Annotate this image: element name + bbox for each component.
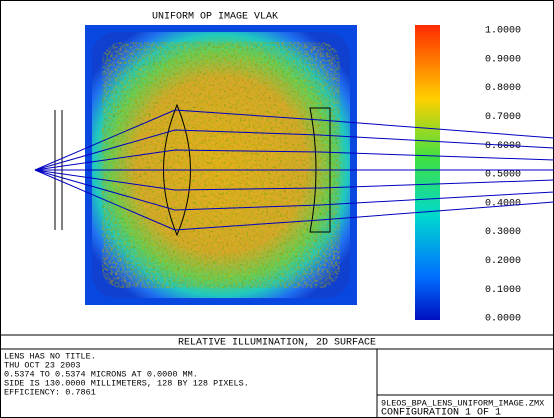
colorbar-label: 0.4000 (485, 198, 521, 209)
colorbar-label: 0.1000 (485, 285, 521, 296)
colorbar-label: 1.0000 (485, 26, 521, 37)
screenshot: UNIFORM OP IMAGE VLAK 1.0000 0.9000 0.8000… (0, 0, 554, 418)
plot-title: UNIFORM OP IMAGE VLAK (152, 12, 278, 23)
colorbar (415, 25, 440, 320)
configuration: CONFIGURATION 1 OF 1 (381, 408, 501, 418)
colorbar-label: 0.7000 (485, 112, 521, 123)
colorbar-label: 0.8000 (485, 83, 521, 94)
colorbar-label: 0.2000 (485, 256, 521, 267)
colorbar-label: 0.0000 (485, 314, 521, 325)
caption: RELATIVE ILLUMINATION, 2D SURFACE (178, 338, 376, 349)
colorbar-label: 0.5000 (485, 170, 521, 181)
colorbar-label: 0.3000 (485, 227, 521, 238)
colorbar-label: 0.9000 (485, 54, 521, 65)
info-line: EFFICIENCY: 0.7861 (4, 387, 96, 397)
